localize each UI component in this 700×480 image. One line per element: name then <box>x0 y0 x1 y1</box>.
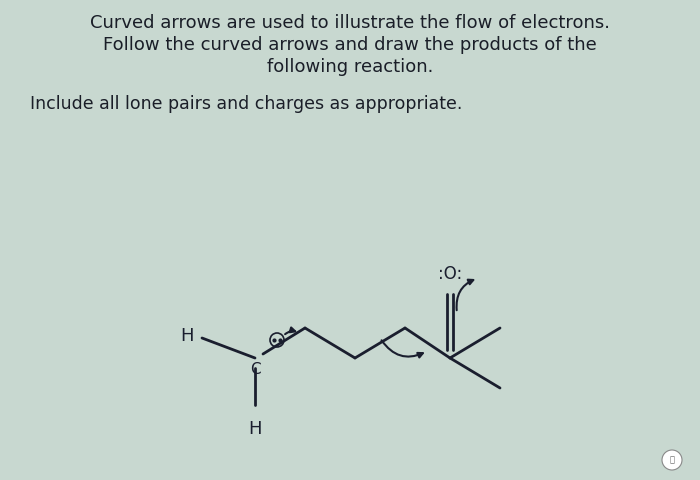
FancyArrowPatch shape <box>382 340 423 358</box>
Text: Curved arrows are used to illustrate the flow of electrons.: Curved arrows are used to illustrate the… <box>90 14 610 32</box>
Text: H: H <box>181 327 194 345</box>
Text: following reaction.: following reaction. <box>267 58 433 76</box>
FancyArrowPatch shape <box>285 327 295 334</box>
Text: 🔍: 🔍 <box>669 456 675 465</box>
Circle shape <box>662 450 682 470</box>
Text: Follow the curved arrows and draw the products of the: Follow the curved arrows and draw the pr… <box>103 36 597 54</box>
FancyArrowPatch shape <box>456 280 473 310</box>
Text: :O:: :O: <box>438 265 462 283</box>
Text: C: C <box>250 362 260 377</box>
Text: Include all lone pairs and charges as appropriate.: Include all lone pairs and charges as ap… <box>30 95 463 113</box>
Text: H: H <box>248 420 262 438</box>
